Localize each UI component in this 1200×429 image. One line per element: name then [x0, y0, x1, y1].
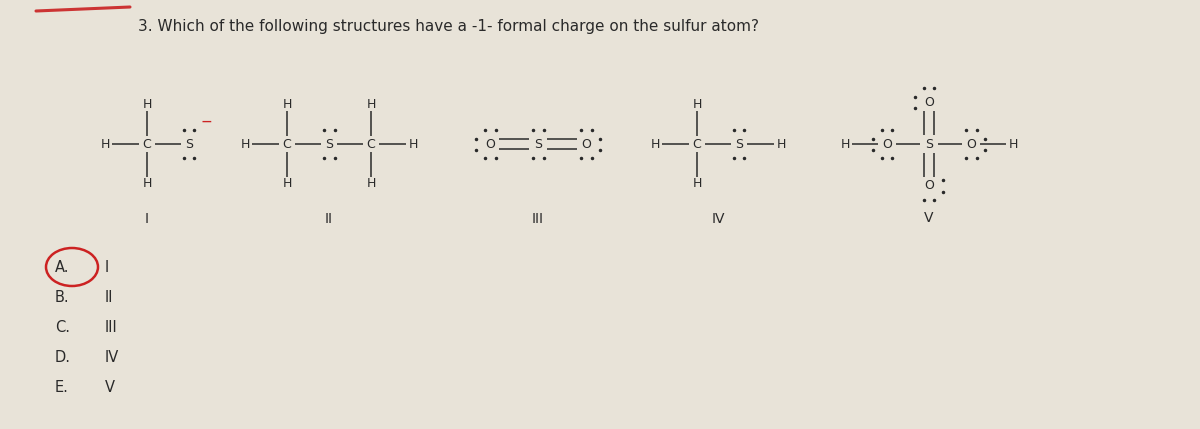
Text: V: V	[924, 211, 934, 225]
Text: IV: IV	[712, 212, 725, 226]
Text: S: S	[534, 138, 542, 151]
Text: H: H	[282, 178, 292, 190]
Text: I: I	[145, 212, 149, 226]
Text: H: H	[650, 138, 660, 151]
Text: H: H	[776, 138, 786, 151]
Text: H: H	[282, 97, 292, 111]
Text: III: III	[532, 212, 544, 226]
Text: C: C	[692, 138, 701, 151]
Text: O: O	[924, 96, 934, 109]
Text: O: O	[581, 138, 590, 151]
Text: V: V	[106, 380, 115, 395]
Text: H: H	[366, 178, 376, 190]
Text: H: H	[240, 138, 250, 151]
Text: O: O	[882, 138, 892, 151]
Text: IV: IV	[106, 350, 119, 365]
Text: H: H	[366, 97, 376, 111]
Text: H: H	[692, 178, 702, 190]
Text: H: H	[840, 138, 850, 151]
Text: III: III	[106, 320, 118, 335]
Text: II: II	[325, 212, 334, 226]
Text: B.: B.	[55, 290, 70, 305]
Text: 3. Which of the following structures have a -1- formal charge on the sulfur atom: 3. Which of the following structures hav…	[138, 19, 760, 34]
Text: C: C	[367, 138, 376, 151]
Text: H: H	[143, 178, 151, 190]
Text: H: H	[143, 97, 151, 111]
Text: D.: D.	[55, 350, 71, 365]
Text: S: S	[185, 138, 193, 151]
Text: E.: E.	[55, 380, 68, 395]
Text: II: II	[106, 290, 114, 305]
Text: C: C	[143, 138, 151, 151]
Text: C.: C.	[55, 320, 70, 335]
Text: S: S	[925, 138, 934, 151]
Text: O: O	[924, 179, 934, 193]
Text: H: H	[692, 97, 702, 111]
Text: O: O	[966, 138, 976, 151]
Text: —: —	[202, 117, 211, 127]
Text: S: S	[734, 138, 743, 151]
Text: H: H	[1008, 138, 1018, 151]
Text: S: S	[325, 138, 334, 151]
Text: I: I	[106, 260, 109, 275]
Text: C: C	[283, 138, 292, 151]
Text: H: H	[101, 138, 109, 151]
Text: A.: A.	[55, 260, 70, 275]
Text: O: O	[485, 138, 494, 151]
Text: H: H	[408, 138, 418, 151]
